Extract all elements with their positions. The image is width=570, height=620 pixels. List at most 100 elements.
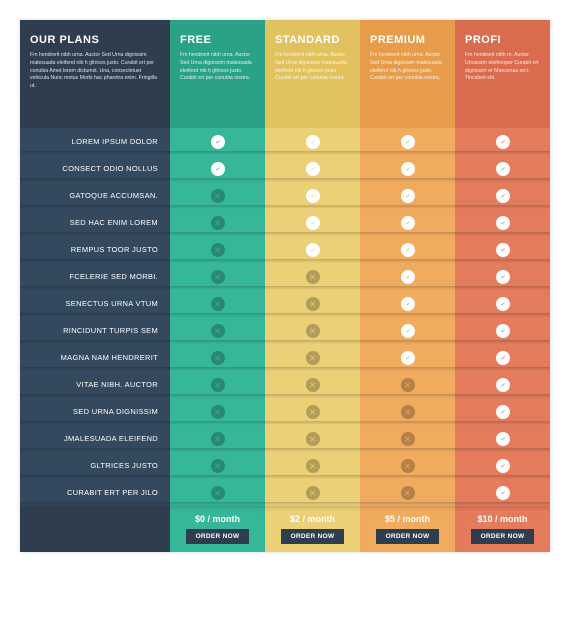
- plan-desc: Fm hendrerit nibh urna. Auctor Sed Urna …: [275, 52, 350, 83]
- plan-feature-cell: [360, 425, 455, 452]
- check-icon: [401, 351, 415, 365]
- cross-icon: [306, 324, 320, 338]
- check-icon: [401, 135, 415, 149]
- cross-icon: [211, 432, 225, 446]
- feature-label-row: SED URNA DIGNISSIM: [20, 398, 170, 425]
- check-icon: [211, 135, 225, 149]
- feature-label-row: LOREM IPSUM DOLOR: [20, 128, 170, 155]
- plan-feature-cell: [455, 344, 550, 371]
- plan-feature-cell: [170, 479, 265, 506]
- plan-feature-cell: [455, 263, 550, 290]
- check-icon: [496, 216, 510, 230]
- plan-feature-cell: [455, 371, 550, 398]
- check-icon: [401, 297, 415, 311]
- order-now-button[interactable]: ORDER NOW: [376, 529, 440, 544]
- plan-feature-cell: [455, 290, 550, 317]
- plan-price: $2 / month: [290, 514, 335, 524]
- check-icon: [496, 405, 510, 419]
- order-now-button[interactable]: ORDER NOW: [471, 529, 535, 544]
- plan-title: PROFI: [465, 34, 540, 46]
- feature-label: MAGNA NAM HENDRERIT: [61, 353, 158, 362]
- plan-feature-cell: [360, 398, 455, 425]
- plans-desc: Fm hendrerit nibh urna. Auctor Sed Urna …: [30, 52, 160, 91]
- plan-feature-cell: [265, 290, 360, 317]
- plan-feature-cell: [360, 317, 455, 344]
- plan-feature-cell: [265, 344, 360, 371]
- feature-label: RINCIDUNT TURPIS SEM: [63, 326, 158, 335]
- cross-icon: [211, 351, 225, 365]
- plan-column: STANDARD Fm hendrerit nibh urna. Auctor S…: [265, 20, 360, 552]
- feature-label: VITAE NIBH. AUCTOR: [76, 380, 158, 389]
- plan-feature-cell: [360, 290, 455, 317]
- feature-label-row: SENECTUS URNA VTUM: [20, 290, 170, 317]
- check-icon: [496, 351, 510, 365]
- plan-feature-cell: [170, 398, 265, 425]
- plan-feature-cell: [265, 317, 360, 344]
- plan-desc: Fm hendrerit nibh urna. Auctor Sed Urna …: [180, 52, 255, 83]
- feature-label: SED HAC ENIM LOREM: [70, 218, 158, 227]
- plan-price: $0 / month: [195, 514, 240, 524]
- plan-footer: $10 / month ORDER NOW: [455, 506, 550, 552]
- plan-feature-cell: [170, 290, 265, 317]
- plan-column: PROFIFm hendrerit nibh m. Auctor Urnassi…: [455, 20, 550, 552]
- feature-label-row: RINCIDUNT TURPIS SEM: [20, 317, 170, 344]
- plan-price: $10 / month: [477, 514, 527, 524]
- check-icon: [496, 324, 510, 338]
- cross-icon: [306, 459, 320, 473]
- plan-feature-cell: [265, 128, 360, 155]
- plan-feature-cell: [360, 128, 455, 155]
- plan-feature-cell: [455, 452, 550, 479]
- cross-icon: [401, 486, 415, 500]
- cross-icon: [306, 378, 320, 392]
- plan-feature-cell: [360, 209, 455, 236]
- plan-feature-cell: [170, 155, 265, 182]
- plan-title: PREMIUM: [370, 34, 445, 46]
- plan-header: STANDARD Fm hendrerit nibh urna. Auctor S…: [265, 20, 360, 128]
- feature-label-row: GLTRICES JUSTO: [20, 452, 170, 479]
- plan-feature-cell: [360, 452, 455, 479]
- plan-feature-cell: [360, 479, 455, 506]
- check-icon: [496, 486, 510, 500]
- check-icon: [496, 297, 510, 311]
- labels-column: OUR PLANS Fm hendrerit nibh urna. Auctor…: [20, 20, 170, 552]
- cross-icon: [211, 243, 225, 257]
- cross-icon: [211, 324, 225, 338]
- check-icon: [496, 432, 510, 446]
- feature-label: CURABIT ERT PER JILO: [67, 488, 158, 497]
- plan-title: STANDARD: [275, 34, 350, 46]
- feature-label-row: SED HAC ENIM LOREM: [20, 209, 170, 236]
- plan-feature-cell: [455, 398, 550, 425]
- plan-feature-cell: [455, 128, 550, 155]
- plan-feature-cell: [170, 128, 265, 155]
- feature-label-row: REMPUS TOOR JUSTO: [20, 236, 170, 263]
- plan-header: PREMIUMFm hendrerit nibh urna. Auctor Se…: [360, 20, 455, 128]
- feature-label-row: GATOQUE ACCUMSAN.: [20, 182, 170, 209]
- plan-feature-cell: [170, 371, 265, 398]
- order-now-button[interactable]: ORDER NOW: [281, 529, 345, 544]
- plan-feature-cell: [170, 182, 265, 209]
- check-icon: [496, 243, 510, 257]
- check-icon: [496, 270, 510, 284]
- cross-icon: [306, 486, 320, 500]
- plan-feature-cell: [265, 236, 360, 263]
- cross-icon: [306, 270, 320, 284]
- feature-label-row: FCELERIE SED MORBI.: [20, 263, 170, 290]
- order-now-button[interactable]: ORDER NOW: [186, 529, 250, 544]
- plan-feature-cell: [360, 344, 455, 371]
- check-icon: [401, 216, 415, 230]
- plan-feature-cell: [265, 182, 360, 209]
- cross-icon: [306, 297, 320, 311]
- feature-label: GLTRICES JUSTO: [90, 461, 158, 470]
- plan-feature-cell: [455, 425, 550, 452]
- plan-feature-cell: [360, 263, 455, 290]
- cross-icon: [211, 486, 225, 500]
- check-icon: [496, 135, 510, 149]
- plan-feature-cell: [265, 425, 360, 452]
- plan-feature-cell: [170, 452, 265, 479]
- plan-header: PROFIFm hendrerit nibh m. Auctor Urnassi…: [455, 20, 550, 128]
- labels-header: OUR PLANS Fm hendrerit nibh urna. Auctor…: [20, 20, 170, 128]
- feature-label: CONSECT ODIO NOLLUS: [62, 164, 158, 173]
- plan-feature-cell: [170, 209, 265, 236]
- cross-icon: [211, 216, 225, 230]
- feature-label: REMPUS TOOR JUSTO: [71, 245, 158, 254]
